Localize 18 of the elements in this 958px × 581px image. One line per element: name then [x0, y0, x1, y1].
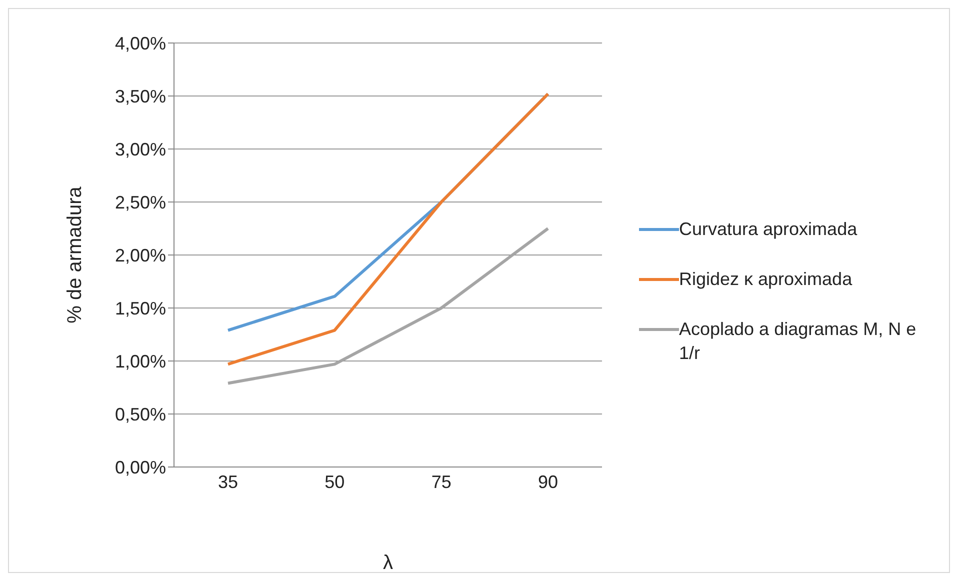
- y-tick-label: 1,00%: [114, 351, 166, 372]
- y-tick-label: 3,50%: [114, 86, 166, 106]
- legend-label: Acoplado a diagramas M, N e 1/r: [679, 318, 918, 364]
- x-axis-title: λ: [383, 552, 393, 574]
- x-tick-label: 90: [538, 472, 558, 492]
- x-tick-label: 75: [431, 472, 452, 492]
- x-tick-label: 35: [218, 472, 238, 492]
- y-tick-label: 4,00%: [114, 33, 166, 54]
- legend-label: Rigidez κ aproximada: [679, 268, 852, 290]
- y-tick-label: 2,50%: [114, 192, 166, 212]
- y-tick-label: 3,00%: [114, 139, 166, 160]
- y-axis-title: % de armadura: [64, 186, 86, 324]
- legend-label: Curvatura aproximada: [679, 218, 858, 240]
- y-tick-label: 1,50%: [114, 298, 166, 318]
- y-tick-label: 0,00%: [114, 457, 166, 478]
- y-tick-label: 2,00%: [114, 245, 166, 266]
- x-tick-label: 50: [324, 472, 345, 492]
- y-tick-label: 0,50%: [114, 404, 166, 424]
